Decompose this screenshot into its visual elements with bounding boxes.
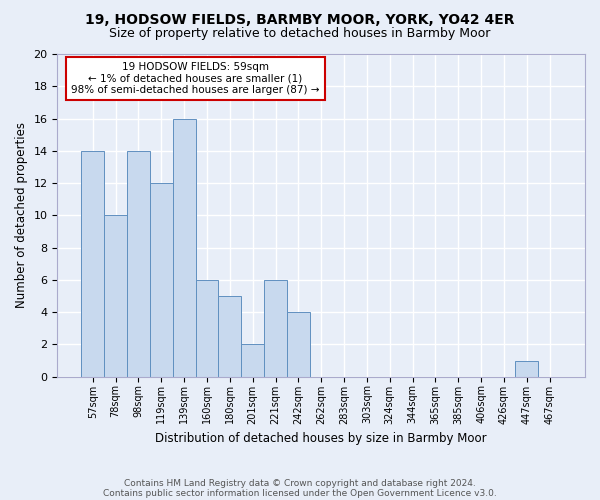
Bar [241, 344, 264, 376]
Bar [173, 118, 196, 376]
Text: 19, HODSOW FIELDS, BARMBY MOOR, YORK, YO42 4ER: 19, HODSOW FIELDS, BARMBY MOOR, YORK, YO… [85, 12, 515, 26]
Text: Contains HM Land Registry data © Crown copyright and database right 2024.: Contains HM Land Registry data © Crown c… [124, 478, 476, 488]
X-axis label: Distribution of detached houses by size in Barmby Moor: Distribution of detached houses by size … [155, 432, 487, 445]
Text: Contains public sector information licensed under the Open Government Licence v3: Contains public sector information licen… [103, 488, 497, 498]
Text: Size of property relative to detached houses in Barmby Moor: Size of property relative to detached ho… [109, 28, 491, 40]
Bar [104, 216, 127, 376]
Bar [287, 312, 310, 376]
Text: 19 HODSOW FIELDS: 59sqm
← 1% of detached houses are smaller (1)
98% of semi-deta: 19 HODSOW FIELDS: 59sqm ← 1% of detached… [71, 62, 320, 96]
Y-axis label: Number of detached properties: Number of detached properties [15, 122, 28, 308]
Bar [127, 151, 150, 376]
Bar [150, 183, 173, 376]
Bar [196, 280, 218, 376]
Bar [82, 151, 104, 376]
Bar [515, 360, 538, 376]
Bar [218, 296, 241, 376]
Bar [264, 280, 287, 376]
